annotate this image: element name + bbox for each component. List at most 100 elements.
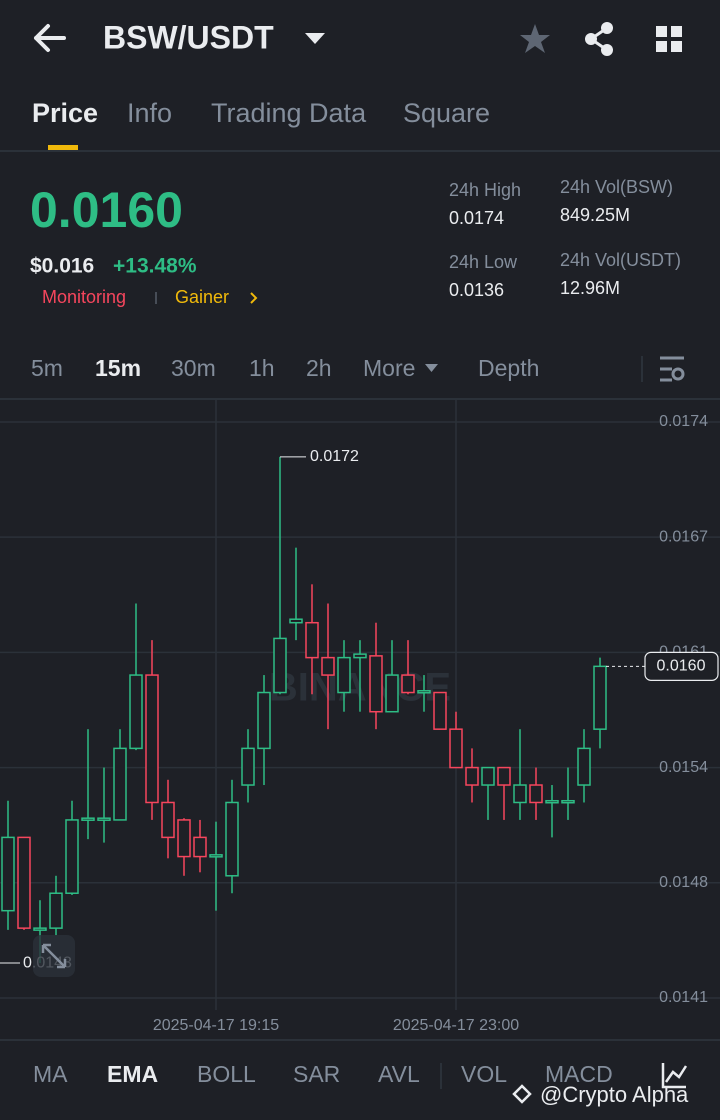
more-caret: [425, 364, 438, 372]
favorite-icon[interactable]: [520, 24, 550, 53]
candle-body: [353, 653, 367, 659]
tab[interactable]: Square: [403, 98, 490, 128]
candle-body: [321, 656, 335, 676]
candle-body: [513, 784, 527, 804]
candle-body: [97, 817, 111, 821]
candle-body: [577, 747, 591, 786]
indicator-settings-icon[interactable]: [661, 1063, 688, 1089]
candle-body: [369, 655, 383, 713]
indicator-option[interactable]: AVL: [378, 1061, 420, 1087]
x-tick-label: 2025-04-17 23:00: [393, 1017, 519, 1034]
candle-body: [417, 690, 431, 694]
interval-option[interactable]: More: [363, 355, 415, 381]
candle-body: [209, 854, 223, 858]
candle-body: [385, 674, 399, 713]
tab[interactable]: Price: [32, 98, 98, 128]
tab[interactable]: Info: [127, 98, 172, 128]
indicator-option[interactable]: VOL: [461, 1061, 507, 1087]
y-tick-label: 0.0167: [659, 528, 708, 545]
candle-body: [449, 728, 463, 769]
candle-body: [33, 927, 47, 931]
tag-arrow: [250, 292, 258, 304]
candle-body: [561, 799, 575, 804]
candle-body: [177, 819, 191, 858]
y-tick-label: 0.0154: [659, 759, 708, 776]
x-tick-label: 2025-04-17 19:15: [153, 1017, 279, 1034]
candle-body: [545, 799, 559, 804]
candle-body: [481, 766, 495, 786]
share-icon[interactable]: [585, 22, 613, 56]
usd-price: $0.016: [30, 255, 94, 278]
interval-option[interactable]: Depth: [478, 355, 539, 381]
tab-indicator: [48, 145, 78, 150]
watermark: @Crypto Alpha: [540, 1082, 689, 1107]
grid-icon[interactable]: [656, 26, 682, 52]
last-price: 0.0160: [30, 182, 183, 238]
stat-label: 24h Vol(BSW): [560, 177, 673, 197]
candle-body: [273, 637, 287, 694]
candle-body: [17, 836, 31, 929]
indicator-option[interactable]: EMA: [107, 1061, 158, 1087]
tag-monitoring[interactable]: Monitoring: [42, 287, 126, 307]
candle-body: [305, 621, 319, 659]
interval-option[interactable]: 2h: [306, 355, 332, 381]
interval-option[interactable]: 1h: [249, 355, 275, 381]
interval-option[interactable]: 30m: [171, 355, 216, 381]
candle-body: [65, 819, 79, 894]
interval-option[interactable]: 5m: [31, 355, 63, 381]
indicator-option[interactable]: MA: [33, 1061, 68, 1087]
last-price-box: [644, 651, 719, 681]
indicator-option[interactable]: SAR: [293, 1061, 340, 1087]
tabs: Price Info Trading Data Square: [32, 98, 490, 128]
candle-body: [193, 836, 207, 858]
candle-body: [81, 817, 95, 821]
candle-body: [225, 801, 239, 877]
candle-body: [289, 618, 303, 624]
y-tick-label: 0.0141: [659, 989, 708, 1006]
candle-body: [497, 766, 511, 786]
indicator-option[interactable]: BOLL: [197, 1061, 256, 1087]
candle-body: [433, 691, 447, 730]
back-button[interactable]: [34, 24, 66, 52]
candle-body: [113, 747, 127, 821]
stat-value: 12.96M: [560, 278, 620, 298]
pair-title[interactable]: BSW/USDT: [103, 19, 274, 55]
candle-body: [241, 747, 255, 786]
indicator-bar: MA EMA BOLL SAR AVL VOL MACD: [33, 1061, 613, 1087]
indicator-option[interactable]: MACD: [545, 1061, 613, 1087]
candle-body: [145, 674, 159, 804]
tag-gainer[interactable]: Gainer: [175, 287, 229, 307]
tab[interactable]: Trading Data: [211, 98, 367, 128]
watermark-logo: [512, 1084, 532, 1104]
high-label: 0.0172: [310, 448, 359, 465]
candle-body: [161, 801, 175, 839]
candle-body: [49, 892, 63, 929]
candlestick-chart: BINANCE0.01740.01670.01610.01540.01480.0…: [0, 400, 720, 1034]
expand-button[interactable]: [33, 935, 75, 977]
stat-value: 0.0174: [449, 208, 504, 228]
stats: 24h High 0.0174 24h Vol(BSW) 849.25M 24h Low…: [449, 177, 681, 300]
stat-value: 0.0136: [449, 280, 504, 300]
stat-label: 24h Low: [449, 252, 518, 272]
stat-label: 24h High: [449, 180, 521, 200]
candle-body: [337, 656, 351, 694]
candle-body: [401, 674, 415, 694]
stat-value: 849.25M: [560, 205, 630, 225]
chart-settings-icon[interactable]: [660, 356, 685, 382]
y-tick-label: 0.0148: [659, 874, 708, 891]
interval-bar: 5m 15m 30m 1h 2h More Depth: [31, 355, 539, 381]
pair-dropdown[interactable]: [305, 33, 325, 44]
candle-body: [593, 665, 607, 730]
last-price-label: 0.0160: [657, 658, 706, 675]
candle-body: [465, 766, 479, 786]
stat-label: 24h Vol(USDT): [560, 250, 681, 270]
price-change: +13.48%: [113, 255, 197, 278]
y-tick-label: 0.0174: [659, 413, 708, 430]
interval-option[interactable]: 15m: [95, 355, 141, 381]
candle-body: [1, 836, 15, 912]
candle-body: [129, 674, 143, 750]
candle-body: [529, 784, 543, 804]
